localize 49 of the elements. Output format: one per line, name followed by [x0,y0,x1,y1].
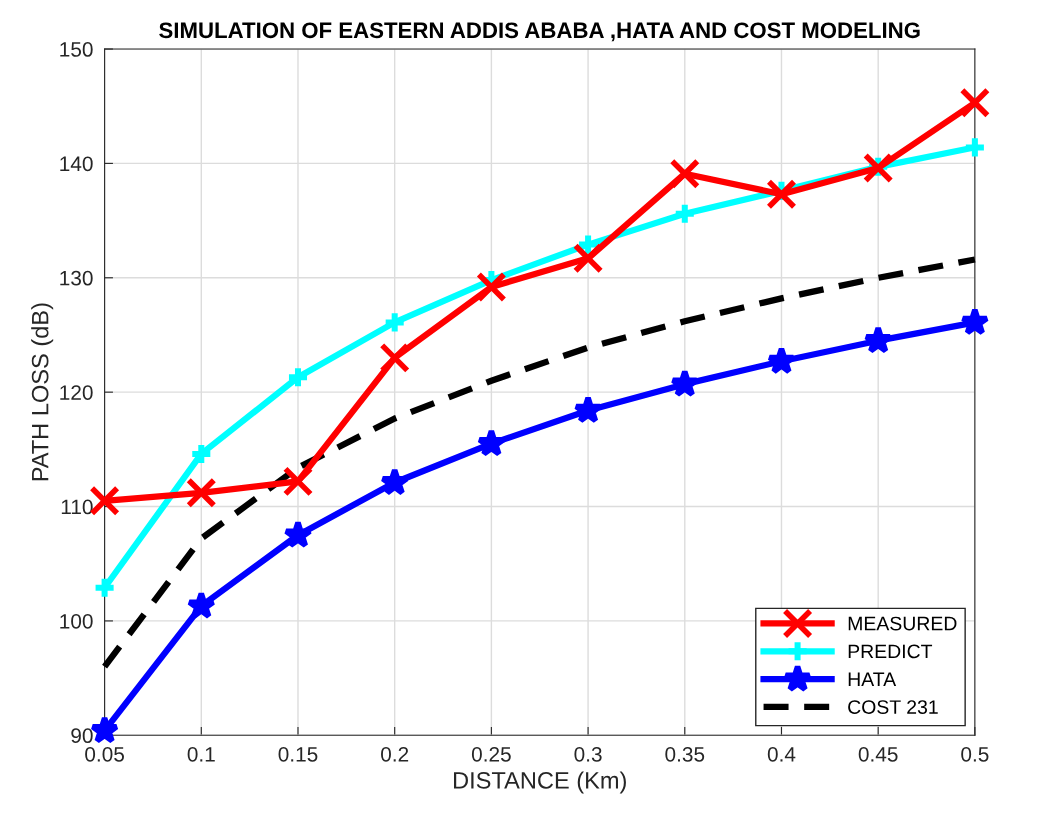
point [965,138,984,157]
x-axis-title: DISTANCE (Km) [454,771,626,794]
legend-label: COST 231 [848,700,938,714]
y-axis-title: PATH LOSS (dB) [31,303,54,481]
point [379,342,410,374]
point [960,307,990,336]
point [476,271,507,303]
x-tick-label: 0.4 [767,746,796,762]
x-tick-label: 0.15 [278,746,318,762]
y-tick-label: 110 [61,499,93,515]
point [572,243,604,274]
point [573,395,603,424]
x-tick-label: 0.2 [381,746,409,762]
point [192,444,211,463]
point [669,158,701,189]
point [675,204,694,223]
x-tick-label: 0.05 [85,746,124,762]
y-tick-label: 130 [60,270,93,286]
y-tick-label: 120 [60,385,93,400]
y-tick-label: 140 [60,156,93,172]
x-tick-label: 0.25 [471,746,511,762]
point [766,346,797,375]
point [862,152,894,184]
point [95,578,114,597]
legend-label: HATA [848,672,897,686]
y-tick-label: 100 [60,613,93,629]
x-tick-label: 0.35 [665,746,705,762]
point [766,179,797,210]
x-tick-label: 0.5 [961,746,989,762]
point [282,466,314,497]
point [476,428,507,457]
y-tick-label: 150 [60,42,93,57]
y-tick-label: 90 [71,728,93,744]
legend-label: MEASURED [848,616,957,631]
point [863,325,893,354]
point [380,467,410,496]
point [186,477,217,509]
point [385,313,404,332]
point [283,519,313,549]
chart-title: SIMULATION OF EASTERN ADDIS ABABA ,HATA AND COST MODELING [159,22,920,42]
point [186,590,216,619]
point [959,87,991,119]
legend-label: PREDICT [848,644,933,659]
point [670,368,700,398]
x-tick-label: 0.45 [858,746,898,762]
point [288,368,308,387]
x-tick-label: 0.3 [574,746,602,762]
point [579,235,598,254]
x-tick-label: 0.1 [187,746,215,762]
